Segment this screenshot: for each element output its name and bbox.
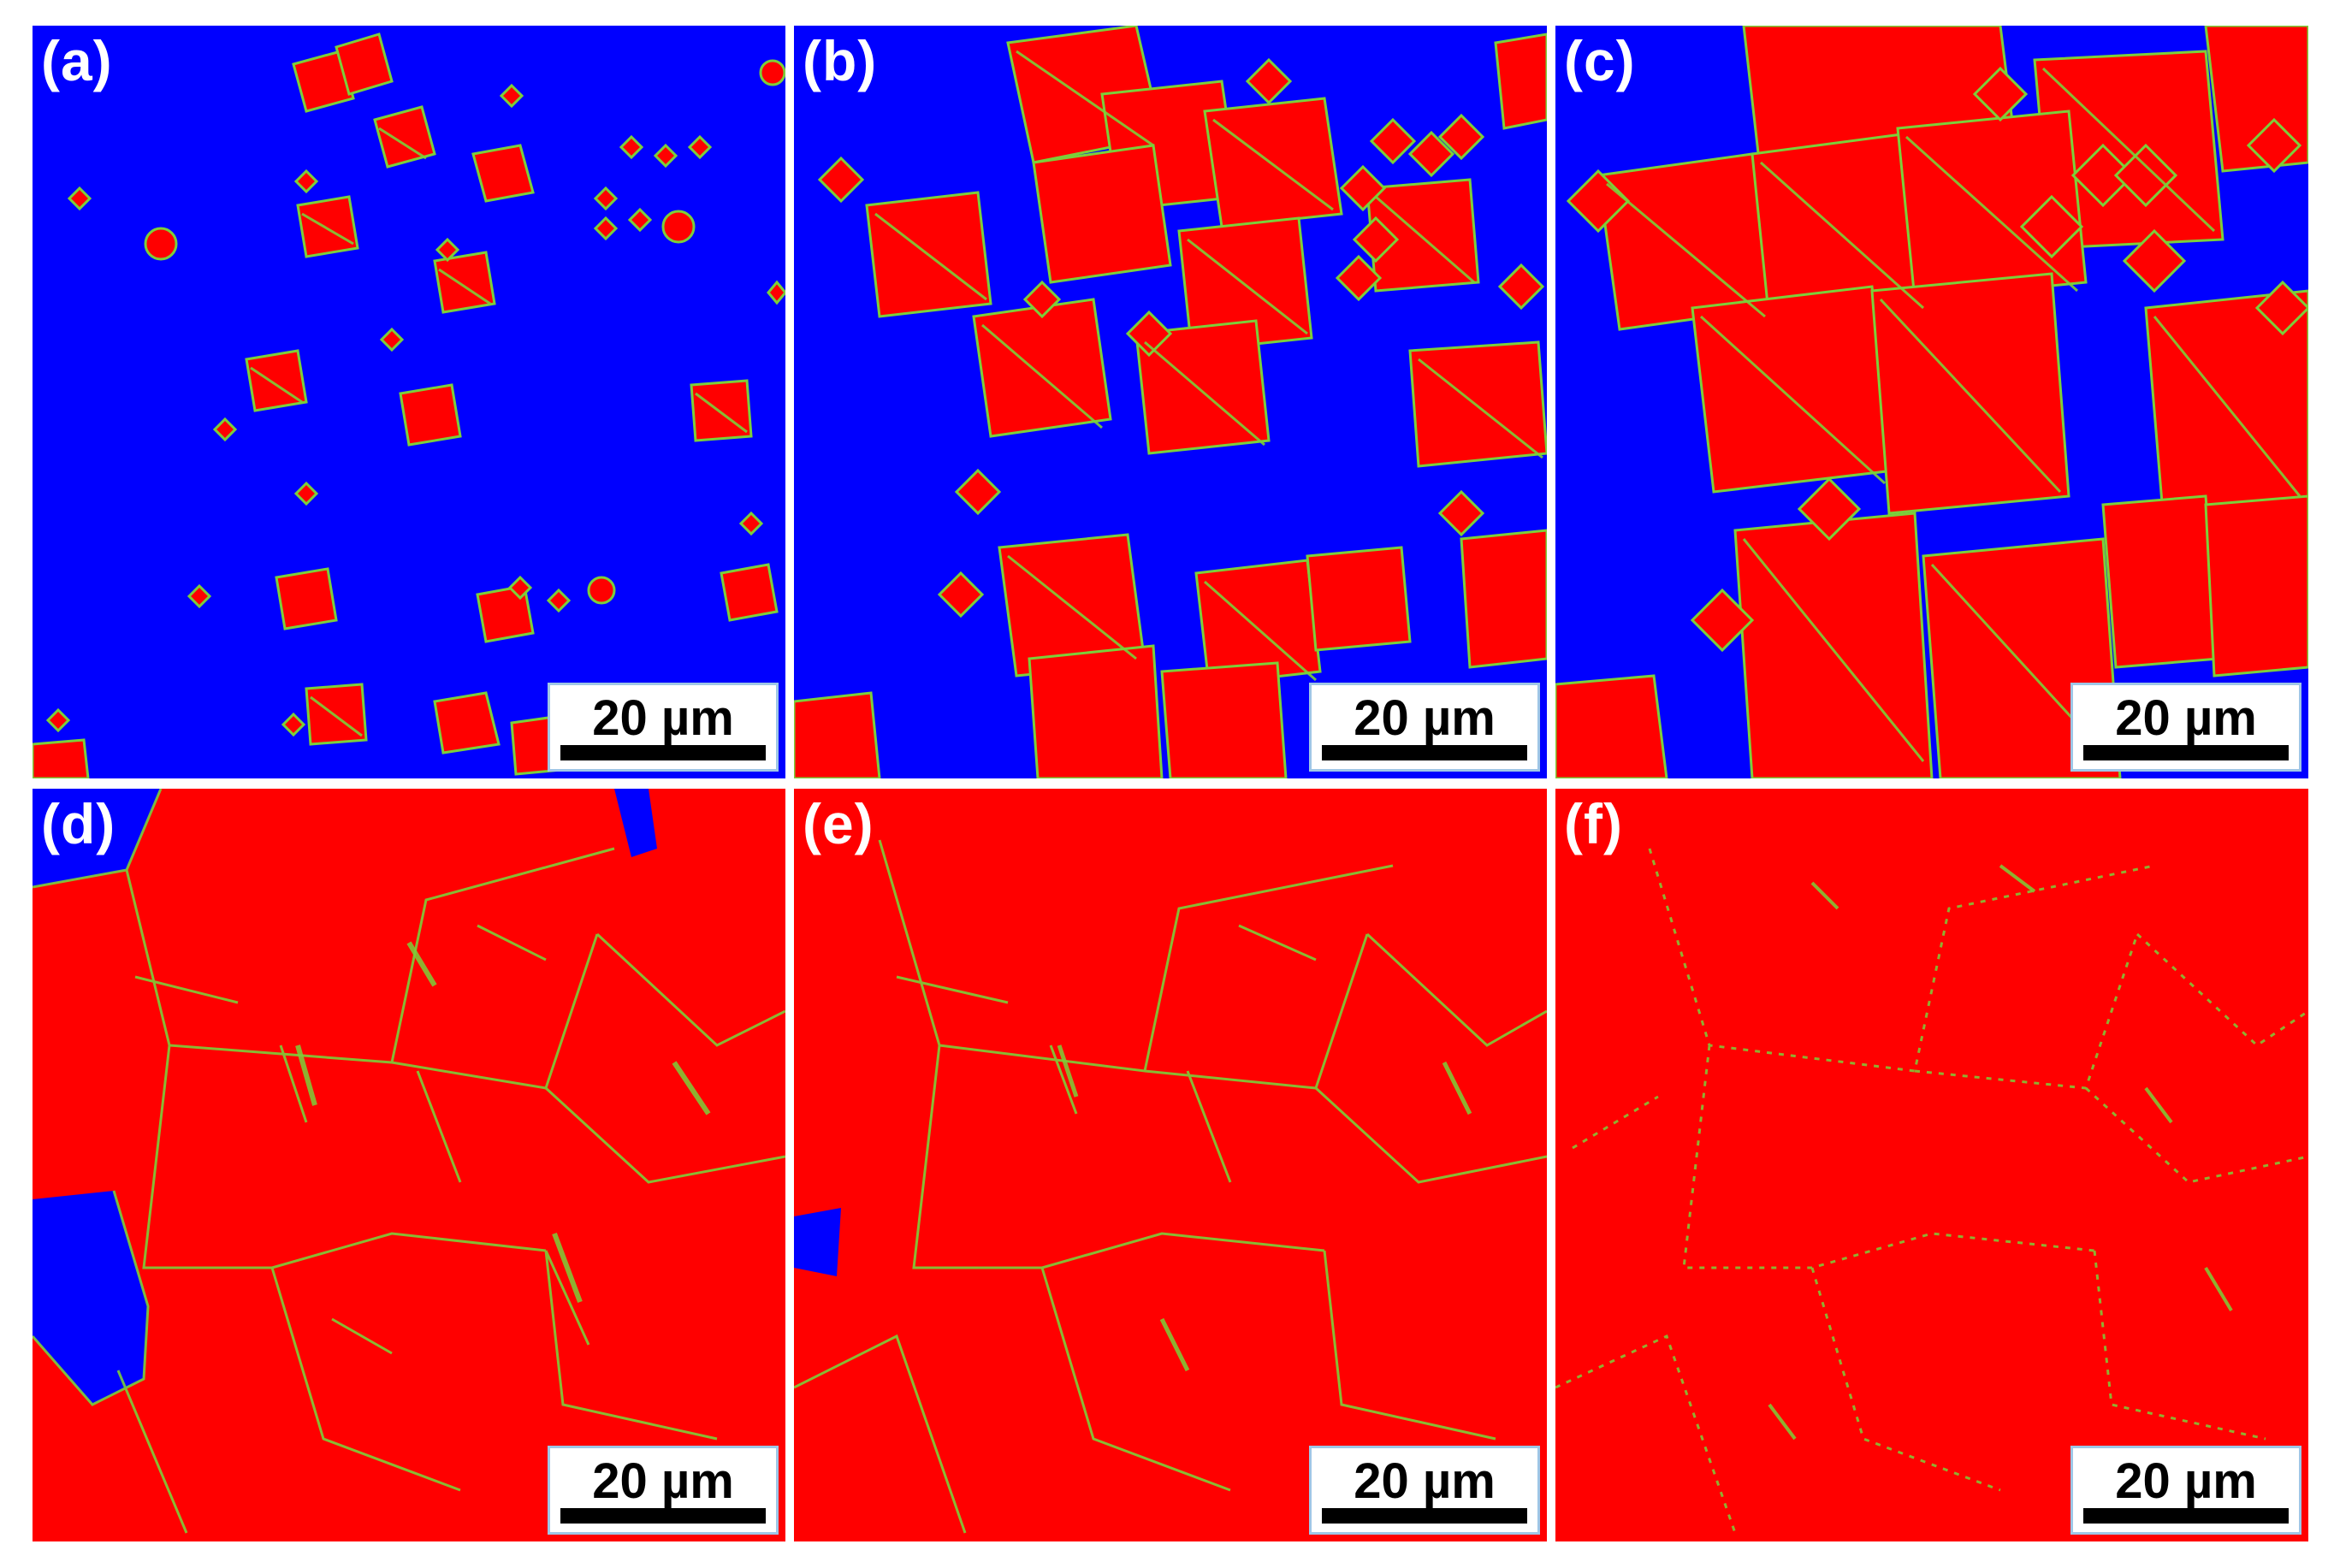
- scale-bar-line: [560, 745, 766, 760]
- scale-bar-line: [560, 1508, 766, 1524]
- scale-bar-line: [1322, 1508, 1527, 1524]
- panel-label: (f): [1564, 792, 1623, 855]
- micrograph-b: [794, 26, 1547, 778]
- scale-bar-label: 20 µm: [592, 1453, 734, 1509]
- panel-e: (e) 20 µm: [794, 789, 1547, 1541]
- micrograph-e: [794, 789, 1547, 1541]
- micrograph-d: [33, 789, 785, 1541]
- panel-f: (f) 20 µm: [1555, 789, 2308, 1541]
- scale-bar-label: 20 µm: [1354, 690, 1496, 746]
- panel-label: (e): [803, 792, 874, 855]
- scale-bar-label: 20 µm: [592, 690, 734, 746]
- scale-bar: 20 µm: [1309, 683, 1540, 772]
- scale-bar: 20 µm: [548, 1446, 779, 1535]
- scale-bar: 20 µm: [2070, 1446, 2301, 1535]
- scale-bar: 20 µm: [1309, 1446, 1540, 1535]
- panel-d: (d) 20 µm: [33, 789, 785, 1541]
- micrograph-a: [33, 26, 785, 778]
- panel-label: (d): [41, 792, 116, 855]
- scale-bar-label: 20 µm: [2115, 690, 2257, 746]
- panel-b: (b) 20 µm: [794, 26, 1547, 778]
- scale-bar-line: [2083, 1508, 2289, 1524]
- panel-a: (a) 20 µm: [33, 26, 785, 778]
- scale-bar: 20 µm: [548, 683, 779, 772]
- panel-label: (c): [1564, 29, 1636, 92]
- micrograph-c: [1555, 26, 2308, 778]
- panel-c: (c) 20 µm: [1555, 26, 2308, 778]
- scale-bar-label: 20 µm: [1354, 1453, 1496, 1509]
- scale-bar-line: [2083, 745, 2289, 760]
- scale-bar: 20 µm: [2070, 683, 2301, 772]
- micrograph-f: [1555, 789, 2308, 1541]
- scale-bar-line: [1322, 745, 1527, 760]
- scale-bar-label: 20 µm: [2115, 1453, 2257, 1509]
- panel-label: (a): [41, 29, 113, 92]
- panel-label: (b): [803, 29, 878, 92]
